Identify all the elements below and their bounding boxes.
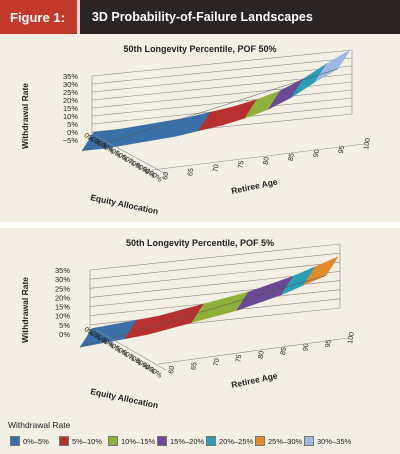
age-tick-label: 85	[280, 347, 288, 356]
z-tick-label: 15%	[55, 303, 70, 312]
figure-label: Figure 1:	[0, 0, 80, 34]
gridline	[91, 57, 353, 85]
age-tick-label: 70	[212, 164, 220, 173]
legend-item: 20%–25%	[206, 434, 255, 448]
legend-label: 15%–20%	[170, 436, 205, 446]
age-tick-label: 65	[187, 168, 195, 177]
figure-title: 3D Probability-of-Failure Landscapes	[91, 10, 313, 24]
age-tick-label: 60	[168, 365, 176, 374]
legend-item: 25%–30%	[255, 434, 304, 448]
axis-line	[95, 135, 167, 175]
equity-tick-label: 0%	[83, 132, 95, 144]
legend-swatch	[304, 436, 314, 446]
legend-swatch	[59, 436, 69, 446]
axis-line	[157, 337, 349, 365]
age-tick-label: 60	[162, 171, 170, 180]
legend-label: 30%–35%	[317, 436, 352, 446]
chart-panel-bottom: 50th Longevity Percentile, POF 5% 35% 30%…	[0, 228, 400, 416]
legend-title: Withdrawal Rate	[8, 420, 71, 430]
chart-panel-top: 50th Longevity Percentile, POF 50% 35% 30…	[0, 34, 400, 222]
age-tick-label: 80	[258, 350, 266, 359]
age-tick-label: 80	[263, 156, 271, 165]
z-tick-label: 35%	[55, 266, 70, 275]
legend-swatch	[206, 436, 216, 446]
legend-swatch	[10, 436, 20, 446]
age-tick-label: 75	[237, 160, 245, 169]
z-tick-label: 10%	[55, 312, 70, 321]
equity-axis-title: Equity Allocation	[90, 192, 160, 216]
legend-item: 0%–5%	[10, 434, 59, 448]
equity-tick-label: 0%	[83, 326, 95, 338]
age-tick-label: 95	[325, 339, 333, 348]
z-tick-label: 35%	[63, 72, 78, 81]
legend-swatch	[157, 436, 167, 446]
legend-swatch	[108, 436, 118, 446]
chart-title-bottom: 50th Longevity Percentile, POF 5%	[125, 238, 275, 248]
age-tick-label: 65	[190, 362, 198, 371]
z-tick-label: −5%	[63, 136, 79, 145]
z-axis-title: Withdrawal Rate	[20, 83, 30, 149]
z-axis-title: Withdrawal Rate	[20, 277, 30, 343]
gridline	[89, 252, 341, 280]
surface-segment	[291, 63, 327, 98]
z-tick-label: 0%	[67, 128, 78, 137]
z-tick-label: 25%	[55, 284, 70, 293]
z-tick-label: 25%	[63, 88, 78, 97]
age-tick-label: 100	[347, 332, 356, 345]
surface-segment	[314, 49, 351, 83]
z-tick-label: 20%	[55, 293, 70, 302]
z-tick-label: 5%	[67, 120, 78, 129]
legend-label: 10%–15%	[121, 436, 156, 446]
surface-chart-bottom: 35%30%25%20%15%10%5%0%Withdrawal Rate 0%1…	[20, 243, 356, 410]
legend-label: 5%–10%	[72, 436, 103, 446]
legend-item: 15%–20%	[157, 434, 206, 448]
surface-edge	[79, 275, 327, 348]
age-tick-label: 90	[302, 343, 310, 352]
z-tick-label: 0%	[59, 330, 70, 339]
legend-item: 10%–15%	[108, 434, 157, 448]
age-tick-label: 90	[313, 149, 321, 158]
age-axis-title: Retiree Age	[230, 176, 278, 196]
surface-edge	[81, 68, 339, 151]
equity-axis-title: Equity Allocation	[90, 386, 160, 410]
figure-header: Figure 1: 3D Probability-of-Failure Land…	[0, 0, 400, 34]
legend-item: 30%–35%	[304, 434, 353, 448]
chart-title-top: 50th Longevity Percentile, POF 50%	[123, 44, 277, 54]
gridline	[89, 261, 341, 289]
panel-divider	[0, 222, 400, 228]
legend-label: 20%–25%	[219, 436, 254, 446]
age-tick-label: 100	[363, 138, 372, 151]
legend-label: 0%–5%	[23, 436, 49, 446]
gridline	[91, 81, 353, 109]
age-tick-label: 75	[235, 354, 243, 363]
axis-line	[95, 329, 167, 371]
z-tick-label: 5%	[59, 321, 70, 330]
gridline	[91, 49, 353, 77]
surface-chart-top: 35%30%25%20%15%10%5%0%−5%Withdrawal Rate…	[20, 49, 372, 216]
age-tick-label: 95	[338, 145, 346, 154]
legend-item: 5%–10%	[59, 434, 108, 448]
legend-label: 25%–30%	[268, 436, 303, 446]
gridline	[89, 243, 341, 271]
z-tick-label: 30%	[55, 275, 70, 284]
age-tick-label: 85	[288, 153, 296, 162]
z-tick-label: 15%	[63, 104, 78, 113]
z-tick-label: 30%	[63, 80, 78, 89]
legend-swatch	[255, 436, 265, 446]
gridline	[91, 65, 353, 93]
z-tick-label: 20%	[63, 96, 78, 105]
axis-line	[151, 143, 365, 171]
age-tick-label: 70	[213, 358, 221, 367]
legend: 0%–5% 5%–10% 10%–15% 15%–20% 20%–25% 25%–30% 3…	[10, 434, 400, 448]
age-axis-title: Retiree Age	[230, 370, 278, 390]
gridline	[91, 89, 353, 117]
z-tick-label: 10%	[63, 112, 78, 121]
